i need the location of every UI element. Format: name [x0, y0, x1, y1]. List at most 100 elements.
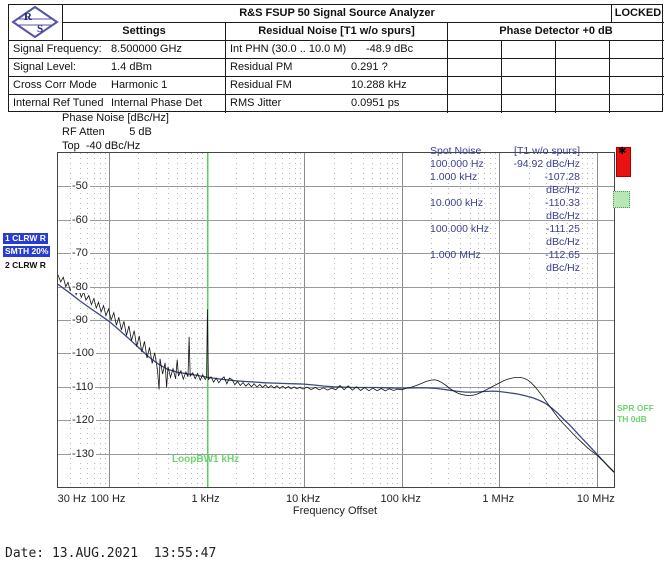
phase-detector-cell — [448, 41, 502, 59]
phase-detector-cell — [448, 95, 502, 113]
phase-detector-cell — [610, 95, 664, 113]
spot-noise-frequency: 100.000 Hz — [430, 158, 484, 170]
y-axis-label: -80 — [71, 280, 90, 293]
spot-noise-row: 100.000 Hz -94.92 dBc/Hz — [430, 158, 580, 171]
x-axis-label: 100 kHz — [380, 493, 421, 505]
residual-row: Int PHN (30.0 .. 10.0 M) -48.9 dBc — [226, 41, 448, 59]
residual-noise-section-title: Residual Noise [T1 w/o spurs] — [226, 23, 448, 41]
settings-value: 8.500000 GHz — [111, 43, 182, 55]
rf-atten-label: RF Atten 5 dB — [62, 126, 152, 138]
phase-detector-cell — [502, 95, 556, 113]
settings-value: Internal Phase Det — [111, 97, 203, 109]
settings-label: Internal Ref Tuned — [13, 97, 104, 109]
spot-noise-row: 100.000 kHz -111.25 dBc/Hz — [430, 223, 580, 249]
y-axis-label: -50 — [71, 180, 90, 193]
settings-label: Cross Corr Mode — [13, 79, 97, 91]
phase-detector-cell — [448, 59, 502, 77]
top-level-label: Top -40 dBc/Hz — [62, 140, 141, 152]
marker-green-icon — [613, 191, 630, 208]
phase-detector-cell — [610, 77, 664, 95]
date-line: Date: 13.AUG.2021 13:55:47 — [5, 546, 217, 561]
x-axis-label: 10 MHz — [576, 493, 615, 505]
residual-value: 0.0951 ps — [351, 97, 400, 109]
lock-status: LOCKED — [612, 5, 664, 23]
header-table: R S R&S FSUP 50 Signal Source Analyzer L… — [8, 4, 664, 113]
residual-value: 0.291 ? — [351, 61, 388, 73]
smoothing-label: SMTH 20% — [3, 246, 51, 257]
phase-detector-cell — [556, 59, 610, 77]
spot-noise-value: -112.65 dBc/Hz — [545, 249, 580, 274]
y-axis-label: -90 — [71, 314, 90, 326]
settings-row: Signal Level: 1.4 dBm — [9, 59, 226, 77]
x-axis-label: 1 kHz — [191, 493, 220, 505]
phase-detector-cell — [610, 41, 664, 59]
spot-noise-value: -107.28 dBc/Hz — [544, 171, 580, 196]
spot-noise-value: -111.25 dBc/Hz — [545, 223, 580, 248]
spot-noise-row: 10.000 kHz -110.33 dBc/Hz — [430, 197, 580, 223]
residual-row: Residual PM 0.291 ? — [226, 59, 448, 77]
trace1-smoothed — [58, 283, 614, 473]
y-axis-label: -110 — [71, 380, 96, 393]
trace2-raw — [58, 274, 614, 473]
spot-noise-value: [T1 w/o spurs] — [514, 145, 580, 157]
settings-row: Signal Frequency: 8.500000 GHz — [9, 41, 226, 59]
settings-label: Signal Frequency: — [13, 43, 102, 55]
spot-noise-row: Spot Noise [T1 w/o spurs] — [430, 145, 580, 158]
settings-row: Cross Corr Mode Harmonic 1 — [9, 77, 226, 95]
phase-detector-cell — [610, 59, 664, 77]
settings-value: 1.4 dBm — [111, 61, 152, 73]
svg-text:R: R — [24, 11, 33, 23]
residual-value: 10.288 kHz — [351, 79, 407, 91]
x-axis-label: 10 kHz — [286, 493, 321, 505]
phase-detector-cell — [502, 77, 556, 95]
y-axis-label: -60 — [71, 213, 90, 226]
y-axis-label: -130 — [71, 447, 97, 460]
spot-noise-row: 1.000 kHz -107.28 dBc/Hz — [430, 171, 580, 197]
spot-noise-frequency: 100.000 kHz — [430, 223, 489, 235]
spot-noise-table: Spot Noise [T1 w/o spurs] 100.000 Hz -94.92… — [430, 145, 580, 275]
trace2-label: 2 CLRW R — [5, 260, 46, 270]
star-icon: ✱ — [618, 146, 627, 157]
residual-value: -48.9 dBc — [366, 43, 414, 55]
residual-row: RMS Jitter 0.0951 ps — [226, 95, 448, 113]
spot-noise-row: 1.000 MHz -112.65 dBc/Hz — [430, 249, 580, 275]
phase-detector-cell — [502, 59, 556, 77]
residual-row: Residual FM 10.288 kHz — [226, 77, 448, 95]
settings-label: Signal Level: — [13, 61, 76, 73]
spot-noise-value: -94.92 dBc/Hz — [513, 158, 580, 170]
spot-noise-value: -110.33 dBc/Hz — [545, 197, 580, 222]
rs-logo: R S — [9, 5, 63, 41]
app-title: R&S FSUP 50 Signal Source Analyzer — [63, 5, 612, 23]
settings-row: Internal Ref Tuned Internal Phase Det — [9, 95, 226, 113]
residual-label: Residual FM — [230, 79, 292, 91]
y-axis-label: -100 — [71, 347, 97, 360]
svg-text:S: S — [37, 23, 43, 35]
spot-noise-frequency: Spot Noise — [430, 145, 482, 157]
x-axis-label: 100 Hz — [90, 493, 126, 505]
x-axis-title: Frequency Offset — [292, 505, 378, 517]
settings-section-title: Settings — [63, 23, 226, 41]
y-axis-label: -120 — [71, 414, 97, 427]
trace1-label: 1 CLRW R — [3, 233, 48, 244]
y-axis-label: -70 — [71, 247, 90, 260]
phase-detector-cell — [502, 41, 556, 59]
spur-settings: SPR OFF TH 0dB — [617, 403, 654, 425]
phase-detector-grid — [448, 41, 664, 113]
phase-detector-cell — [556, 95, 610, 113]
x-axis-label: 1 MHz — [482, 493, 515, 505]
phase-noise-plot: -50 -60 -70 -80 -90 -100 -110 -120 -130 — [57, 152, 615, 488]
residual-label: RMS Jitter — [230, 97, 282, 109]
spot-noise-frequency: 10.000 kHz — [430, 197, 484, 209]
phase-detector-section-title: Phase Detector +0 dB — [448, 23, 664, 41]
phase-detector-cell — [448, 77, 502, 95]
loopbw-label: LoopBW1 kHz — [171, 454, 240, 465]
threshold-label: TH 0dB — [617, 414, 647, 424]
settings-value: Harmonic 1 — [111, 79, 168, 91]
spur-off-label: SPR OFF — [617, 403, 654, 413]
plot-title: Phase Noise [dBc/Hz] — [62, 112, 169, 124]
residual-label: Int PHN (30.0 .. 10.0 M) — [230, 43, 347, 55]
spot-noise-frequency: 1.000 MHz — [430, 249, 481, 261]
phase-detector-cell — [556, 41, 610, 59]
residual-label: Residual PM — [230, 61, 293, 73]
